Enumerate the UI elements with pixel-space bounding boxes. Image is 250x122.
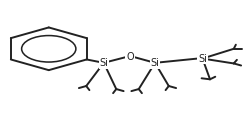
Text: Si: Si [198,54,207,64]
Text: Si: Si [150,58,160,68]
Text: O: O [126,52,134,62]
Text: Si: Si [99,58,108,68]
